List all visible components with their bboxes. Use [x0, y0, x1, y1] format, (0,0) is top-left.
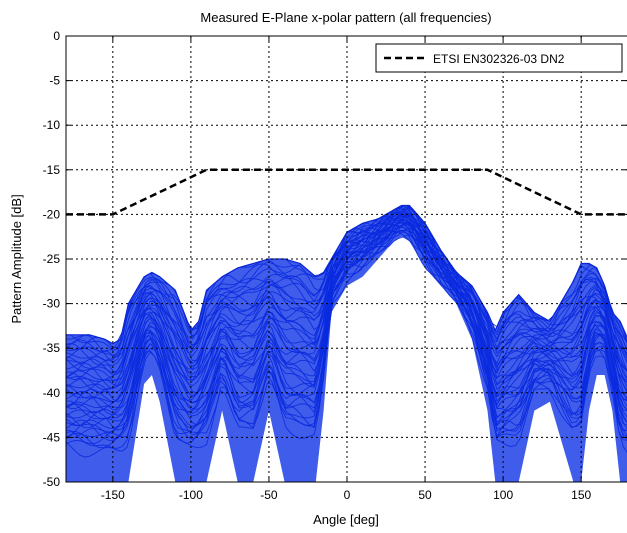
y-tick-label: -15: [43, 163, 61, 177]
y-tick-label: -45: [43, 430, 61, 444]
y-tick-label: -25: [43, 252, 61, 266]
measured-trace: [65, 224, 627, 429]
y-tick-label: -20: [43, 207, 61, 221]
measured-trace: [65, 230, 627, 449]
x-tick-label: -150: [101, 488, 125, 502]
y-ticks: 0 -5 -10 -15 -20 -25 -30 -35 -40 -45 -50: [43, 29, 627, 489]
x-tick-label: -100: [179, 488, 203, 502]
measured-trace: [65, 229, 627, 458]
y-tick-label: -50: [43, 475, 61, 489]
legend: ETSI EN302326-03 DN2: [375, 43, 623, 73]
x-ticks: -150 -100 -50 0 50 100 150: [101, 36, 591, 502]
measured-trace: [65, 223, 627, 420]
x-tick-label: 150: [571, 488, 591, 502]
series-group: [66, 168, 627, 216]
y-tick-label: 0: [53, 29, 60, 43]
x-tick-label: -50: [260, 488, 278, 502]
measured-trace: [65, 222, 627, 442]
x-tick-label: 0: [344, 488, 351, 502]
y-tick-label: -40: [43, 386, 61, 400]
chart-title: Measured E-Plane x-polar pattern (all fr…: [200, 10, 491, 25]
x-axis-label: Angle [deg]: [313, 512, 379, 527]
y-tick-label: -10: [43, 118, 61, 132]
legend-label-etsi: ETSI EN302326-03 DN2: [433, 52, 565, 66]
series-line-etsi-mask: [66, 168, 627, 216]
x-tick-label: 50: [418, 488, 432, 502]
y-tick-label: -35: [43, 341, 61, 355]
x-tick-label: 100: [493, 488, 513, 502]
measured-top-trace: [66, 204, 627, 345]
measured-trace: [65, 219, 627, 399]
y-axis-label: Pattern Amplitude [dB]: [9, 194, 24, 323]
y-tick-label: -30: [43, 297, 61, 311]
y-tick-label: -5: [49, 74, 60, 88]
measured-band-fill: [66, 205, 627, 482]
